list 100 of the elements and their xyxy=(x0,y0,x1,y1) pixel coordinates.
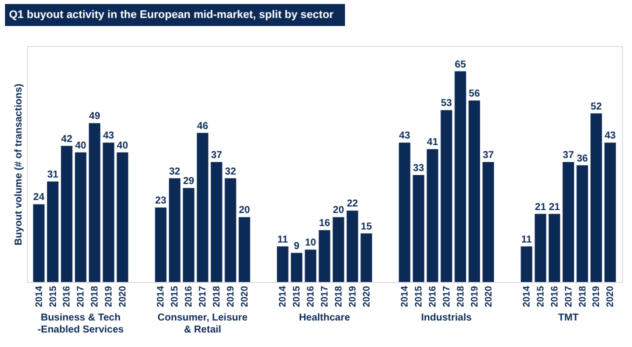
bar xyxy=(276,246,288,282)
data-label: 20 xyxy=(332,205,344,216)
x-tick-label: Healthcare xyxy=(298,312,351,324)
text: 2017 xyxy=(76,286,87,308)
data-label: 11 xyxy=(521,234,532,246)
x-tick-label: Consumer, Leisure & Retail xyxy=(158,312,248,336)
text: 2020 xyxy=(117,286,128,308)
bar xyxy=(468,100,480,282)
data-label: 9 xyxy=(294,240,300,252)
bar xyxy=(74,152,86,282)
bar xyxy=(318,230,330,282)
bar xyxy=(210,162,222,282)
data-label: 37 xyxy=(482,150,494,162)
bar xyxy=(440,110,452,282)
data-label: 53 xyxy=(440,98,452,110)
bar xyxy=(238,217,250,282)
data-label: 43 xyxy=(604,130,616,142)
x-tick-label: TMT xyxy=(558,312,579,324)
data-label: 46 xyxy=(197,120,209,132)
text: 2017 xyxy=(320,286,330,308)
data-label: 24 xyxy=(33,192,45,204)
bar xyxy=(426,149,438,282)
data-label: 11 xyxy=(277,234,288,246)
text: 2018 xyxy=(212,286,223,308)
bar xyxy=(155,207,166,282)
bar xyxy=(534,214,546,282)
bar xyxy=(398,142,410,282)
bar xyxy=(346,210,358,282)
data-label: 37 xyxy=(562,150,574,162)
text: 2020 xyxy=(483,286,494,308)
text: 2014 xyxy=(156,286,167,308)
text: 2014 xyxy=(278,286,289,308)
text: 2019 xyxy=(104,286,115,308)
text: 2017 xyxy=(441,286,452,308)
x-tick-label: Industrials xyxy=(421,312,472,324)
bar xyxy=(102,142,114,282)
data-label: 16 xyxy=(318,218,330,230)
data-label: 32 xyxy=(169,166,181,178)
data-label: 29 xyxy=(183,176,195,187)
data-label: 40 xyxy=(116,140,128,152)
text: 2019 xyxy=(591,286,602,308)
text: 2016 xyxy=(184,286,195,308)
text: 2016 xyxy=(427,286,438,308)
bar xyxy=(548,214,560,282)
data-label: 40 xyxy=(75,140,87,152)
bar xyxy=(47,182,58,282)
text: 2020 xyxy=(239,286,250,308)
data-label: 22 xyxy=(346,198,358,210)
data-label: 41 xyxy=(426,137,438,148)
bar xyxy=(360,233,372,282)
text: 2020 xyxy=(361,286,372,308)
y-axis-title: Buyout volume (# of transactions) xyxy=(14,84,24,246)
text: 2014 xyxy=(400,286,411,308)
data-label: 42 xyxy=(61,134,73,145)
data-label: 31 xyxy=(47,170,59,181)
text: 2016 xyxy=(306,286,317,308)
bar xyxy=(576,165,588,282)
data-label: 20 xyxy=(238,205,250,216)
text: 2018 xyxy=(577,286,588,308)
text: 2014 xyxy=(34,285,45,308)
text: 2018 xyxy=(455,286,466,308)
text: 2015 xyxy=(170,286,181,308)
bar xyxy=(520,246,532,282)
data-label: 37 xyxy=(210,150,223,162)
bar xyxy=(60,146,72,282)
text: 2019 xyxy=(469,286,480,308)
chart-title: Q1 buyout activity in the European mid-market, split by sector xyxy=(9,9,334,21)
text: 2014 xyxy=(522,286,533,308)
data-label: 52 xyxy=(590,101,602,112)
text: 2018 xyxy=(333,286,344,308)
data-label: 21 xyxy=(534,202,546,213)
data-label: 32 xyxy=(224,166,236,178)
bar xyxy=(562,162,574,282)
text: 2016 xyxy=(62,286,73,308)
bar xyxy=(88,123,100,282)
text: 2019 xyxy=(225,286,236,308)
text: 2020 xyxy=(605,286,616,308)
data-label: 21 xyxy=(548,202,560,213)
bar xyxy=(332,217,344,282)
bar xyxy=(412,175,424,282)
x-tick-label: Business & Tech -Enabled Services xyxy=(38,312,124,336)
text: 2015 xyxy=(48,285,59,308)
data-label: 65 xyxy=(454,59,466,70)
data-label: 10 xyxy=(304,238,317,249)
text: 2015 xyxy=(535,286,546,308)
bar xyxy=(304,250,316,282)
bar xyxy=(590,113,602,282)
data-label: 56 xyxy=(468,88,480,100)
bar xyxy=(290,252,302,282)
bar xyxy=(196,132,208,282)
data-label: 33 xyxy=(412,163,425,174)
bar xyxy=(168,178,180,282)
data-label: 36 xyxy=(576,153,588,164)
text: 2019 xyxy=(347,286,358,308)
data-label: 23 xyxy=(155,195,167,206)
data-label: 43 xyxy=(399,130,411,142)
text: 2018 xyxy=(90,286,101,308)
text: 2016 xyxy=(549,286,560,308)
bar xyxy=(33,204,45,282)
bar xyxy=(224,178,236,282)
